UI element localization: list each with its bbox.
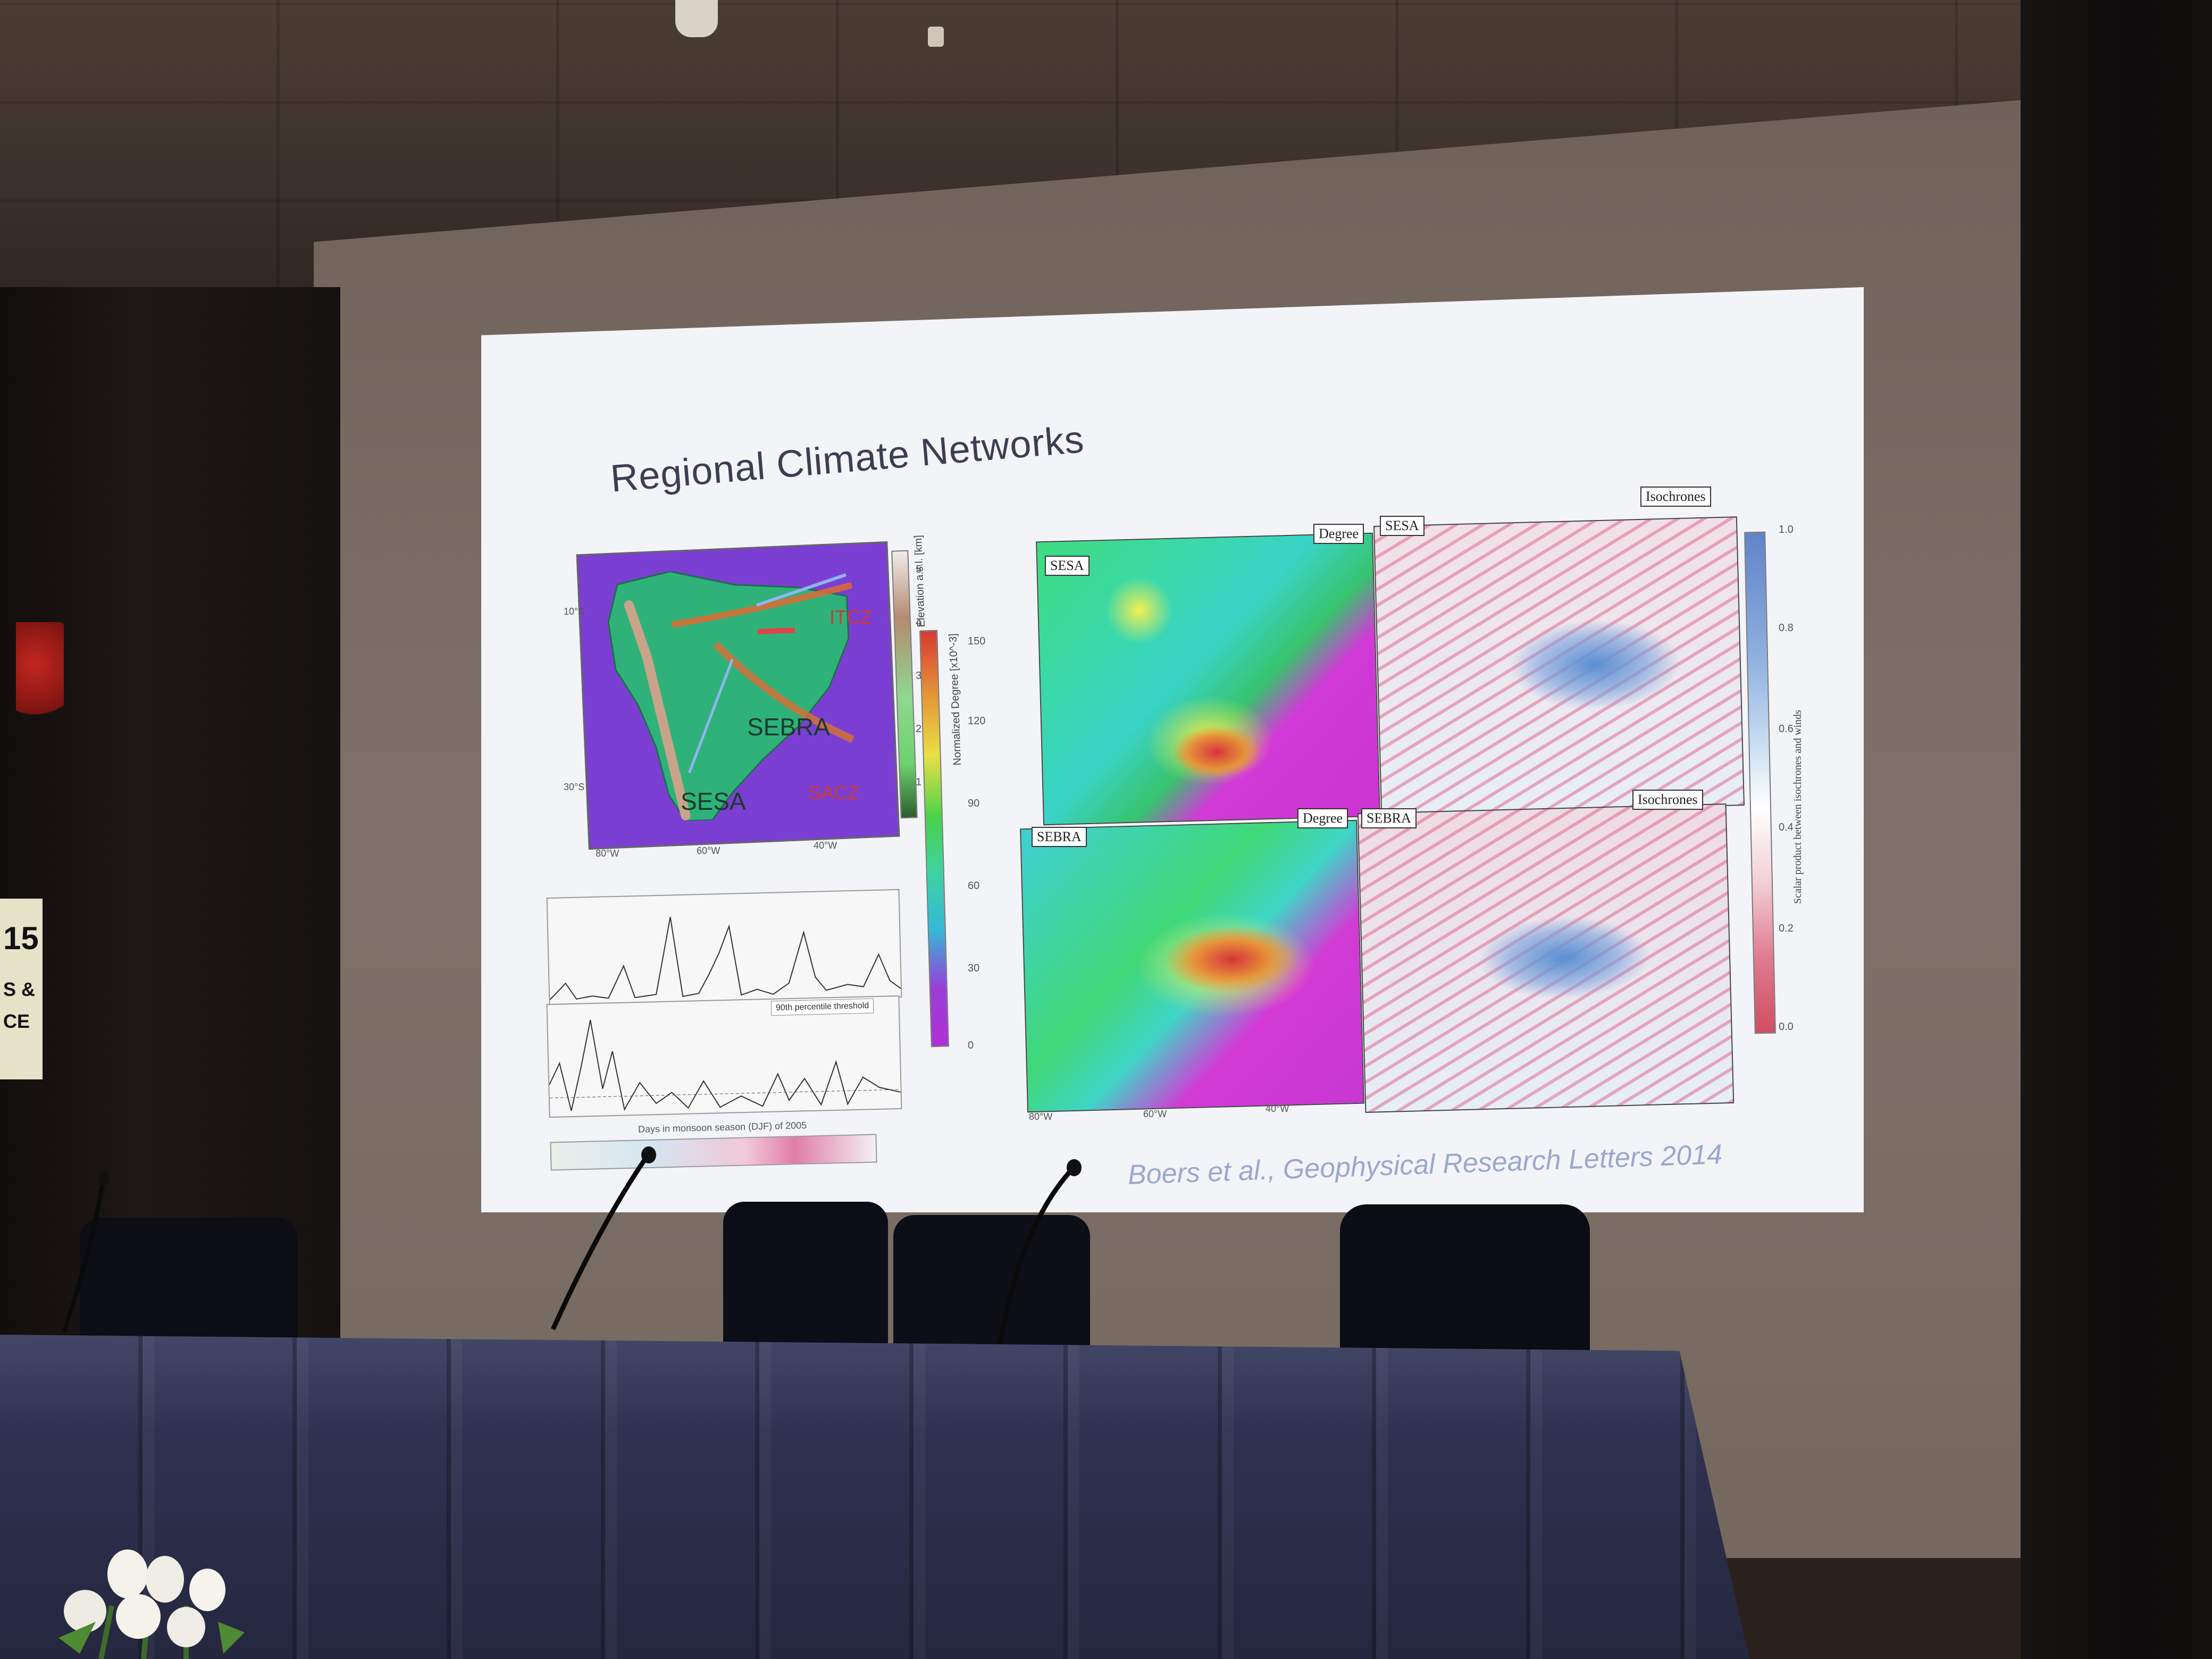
degree-tick: 30 <box>968 962 980 974</box>
chair <box>1340 1204 1590 1369</box>
panel-tag: Isochrones <box>1632 790 1703 810</box>
scalar-tick: 0.6 <box>1779 723 1794 735</box>
panel-table <box>0 1335 1749 1659</box>
map-lat-tick: 30°S <box>564 782 585 792</box>
banner-text: 15 <box>3 920 39 956</box>
right-curtain <box>2021 0 2212 1659</box>
map-lon-tick: 60°W <box>697 845 720 856</box>
ceiling-light <box>675 0 718 37</box>
scalar-tick: 0.8 <box>1779 622 1794 634</box>
panel-tag: SEBRA <box>1032 827 1087 847</box>
map-label-sebra: SEBRA <box>747 713 830 741</box>
panel-lon-tick: 40°W <box>1266 1103 1289 1114</box>
panel-tag: Degree <box>1313 524 1364 544</box>
panel-tag: SESA <box>1045 556 1090 576</box>
event-series-top-line <box>549 917 901 1000</box>
banner-text: S & <box>3 978 36 1000</box>
event-series-top <box>546 889 902 1007</box>
map-label-sacz: SACZ <box>808 782 860 803</box>
elevation-tick: 4 <box>916 617 922 629</box>
map-lon-tick: 80°W <box>596 848 619 859</box>
chair <box>80 1218 298 1356</box>
map-lon-tick: 40°W <box>814 840 837 851</box>
elevation-tick: 2 <box>916 723 922 735</box>
degree-tick: 150 <box>968 635 986 647</box>
banner-text: CE <box>3 1010 30 1032</box>
ceiling-sprinkler <box>928 27 944 47</box>
map-lat-tick: 10°S <box>564 606 585 617</box>
degree-tick: 120 <box>968 715 986 727</box>
chair <box>723 1202 888 1361</box>
degree-tick: 0 <box>968 1040 974 1051</box>
event-series-bottom-line <box>549 1019 901 1111</box>
panel-lon-tick: 60°W <box>1143 1109 1167 1119</box>
table-cloth-folds <box>0 1335 1749 1659</box>
panel-tag: Degree <box>1297 808 1348 828</box>
degree-tick: 90 <box>968 798 980 809</box>
elevation-tick: 5 <box>916 564 922 575</box>
elevation-tick: 3 <box>916 670 922 682</box>
panel-tag: Isochrones <box>1640 487 1711 507</box>
chair <box>893 1215 1090 1364</box>
event-series-bottom <box>546 995 902 1118</box>
red-sign <box>16 622 64 728</box>
panel-tag: SEBRA <box>1361 808 1417 828</box>
map-label-sesa: SESA <box>681 787 746 815</box>
map-label-itcz: ITCZ <box>830 606 872 628</box>
south-america-land <box>607 571 854 822</box>
panel-tag: SESA <box>1380 516 1425 536</box>
scalar-tick: 0.0 <box>1779 1021 1794 1033</box>
panel-lon-tick: 80°W <box>1029 1111 1053 1122</box>
elevation-tick: 1 <box>916 776 922 788</box>
scalar-tick: 1.0 <box>1779 524 1794 535</box>
scalar-tick: 0.4 <box>1779 822 1794 833</box>
degree-tick: 60 <box>968 880 980 892</box>
side-banner <box>0 899 43 1079</box>
scalar-tick: 0.2 <box>1779 923 1794 934</box>
flower-bouquet <box>58 1549 245 1659</box>
